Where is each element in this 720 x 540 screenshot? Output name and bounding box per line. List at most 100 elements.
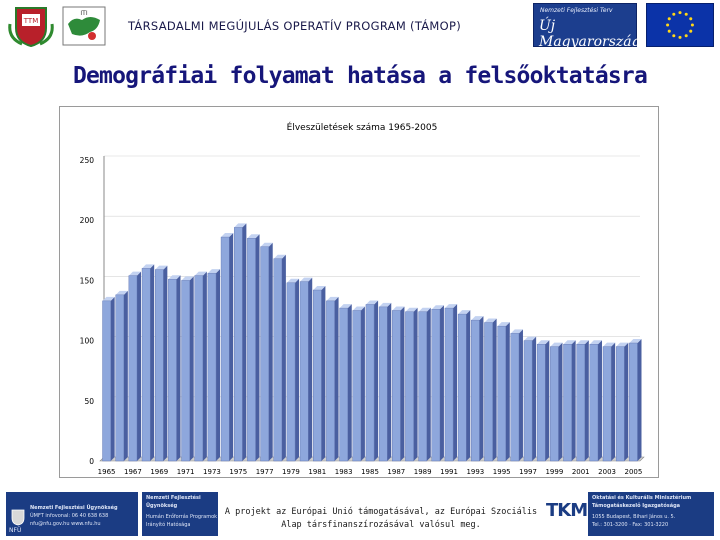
bar-face (418, 311, 427, 462)
bar-top (326, 296, 339, 301)
bar (128, 271, 142, 462)
bar (392, 306, 405, 462)
eu-star-icon (689, 29, 693, 33)
bar (260, 242, 273, 462)
bar-top (431, 305, 444, 310)
bar-side (189, 276, 194, 461)
bar-side (229, 233, 234, 461)
bar-side (202, 271, 207, 461)
bar-top (576, 340, 589, 345)
bar-face (141, 268, 151, 462)
bar-top (379, 302, 392, 307)
eu-star-icon (667, 29, 671, 33)
slide-title: Demográfiai folyamat hatása a felsőoktat… (72, 63, 648, 89)
bar-face (378, 306, 388, 462)
bar-side (123, 290, 128, 461)
bar (378, 302, 392, 462)
bar-side (255, 234, 260, 461)
bar (550, 342, 563, 462)
bar-top (602, 342, 616, 347)
bar-side (216, 269, 221, 461)
eu-star-icon (678, 11, 682, 15)
bar (352, 306, 365, 462)
bar-top (313, 286, 326, 291)
hefop-box-line2: Ügynökség (146, 503, 178, 509)
um-logo-top-text: Nemzeti Fejlesztési Terv (540, 7, 613, 14)
eu-star-icon (684, 34, 688, 38)
hefop-box-line4: Irányító Hatósága (146, 522, 191, 528)
x-tick-label: 1981 (308, 468, 326, 476)
bar-side (624, 342, 629, 461)
bar-face (247, 238, 256, 462)
bar (405, 307, 418, 462)
bar-face (444, 307, 454, 462)
tkm-logo-letters: TKM (546, 500, 588, 521)
bar (313, 286, 326, 462)
bar-top (629, 339, 642, 344)
bar-side (532, 336, 537, 461)
bar (220, 233, 234, 462)
footer-nfu-box: Nemzeti Fejlesztési Ügynökség ÚMFT infov… (6, 492, 138, 536)
eu-star-icon (689, 17, 693, 21)
bar (286, 278, 300, 462)
nfu-box-line2: ÚMFT infovonal: 06 40 638 638 (30, 513, 109, 519)
bar-top (142, 264, 155, 269)
bar-face (457, 313, 467, 462)
bar (444, 304, 458, 462)
x-tick-label: 1989 (414, 468, 432, 476)
bar-top (418, 307, 431, 312)
bar (536, 340, 550, 462)
bar (457, 310, 471, 462)
bar-top (181, 276, 194, 281)
x-tick-label: 2003 (598, 468, 616, 476)
bar-side (334, 296, 339, 461)
bar (589, 340, 602, 462)
eu-star-icon (672, 12, 676, 16)
bar-side (400, 306, 405, 461)
bar-side (637, 339, 642, 461)
bar-top (155, 265, 168, 270)
y-tick-label: 0 (89, 457, 94, 466)
nfu-box-logo: NFÜ (9, 527, 22, 534)
bar (523, 336, 537, 462)
hefop-box-line3: Humán Erőforrás Programok (146, 514, 218, 520)
bar-top (286, 278, 300, 283)
bar-face (629, 342, 638, 462)
x-axis: 1965 1967 1969 1971 1973 1975 1977 1979 1981 1983… (98, 468, 643, 476)
eu-star-icon (666, 23, 670, 27)
bar-top (352, 306, 365, 311)
bar-side (374, 300, 379, 461)
bar-top (537, 340, 550, 345)
okm-box-line1: Oktatási és Kulturális Minisztérium (592, 495, 692, 501)
bar-side (137, 271, 142, 461)
bar-face (339, 307, 348, 462)
bar-side (295, 278, 300, 461)
okm-box-line3: 1055 Budapest, Bihari János u. 5. (592, 514, 676, 520)
map-logo-text: ITI (80, 10, 87, 17)
bar-side (308, 277, 313, 461)
bar-face (299, 281, 309, 462)
bar-side (176, 275, 181, 461)
bar (510, 329, 523, 462)
bar-top (523, 336, 537, 341)
bar-side (150, 264, 155, 461)
bar-top (207, 269, 221, 274)
bar-side (492, 318, 497, 461)
bar-top (497, 322, 510, 327)
bar-face (550, 346, 559, 462)
crest-text: TTM (23, 17, 38, 25)
bar (629, 339, 642, 462)
y-tick-label: 150 (80, 276, 95, 285)
footer-okm-box: Oktatási és Kulturális Minisztérium Támo… (588, 492, 714, 536)
bar-face (615, 346, 625, 462)
funding-line-1: A projekt az Európai Unió támogatásával,… (224, 507, 538, 517)
bar-side (387, 302, 392, 461)
eu-flag-logo (646, 3, 714, 47)
x-tick-label: 1977 (256, 468, 274, 476)
bar (563, 340, 576, 462)
y-tick-label: 50 (84, 397, 94, 406)
bar-face (260, 246, 269, 462)
bar-side (571, 340, 576, 461)
bar-face (168, 278, 177, 462)
bar (365, 300, 379, 462)
